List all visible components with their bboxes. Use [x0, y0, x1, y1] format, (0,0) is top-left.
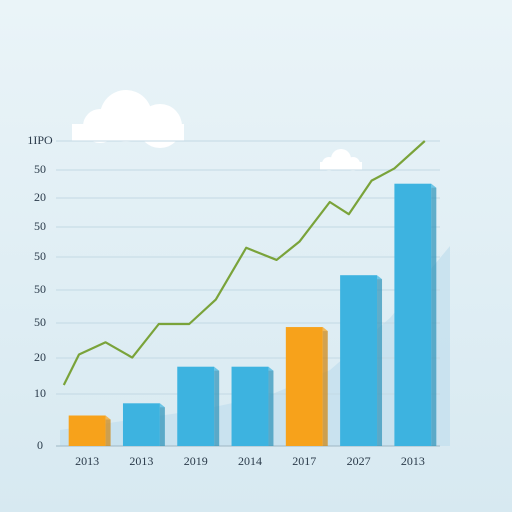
y-axis-label: 50 [34, 162, 46, 176]
bar-side [322, 327, 328, 446]
bar-shade [105, 419, 111, 446]
bar [68, 415, 106, 446]
x-tick-label: 2027 [347, 454, 371, 468]
bar-shade [159, 407, 165, 446]
bar [340, 275, 378, 446]
y-axis-label: 0 [37, 438, 43, 452]
x-tick-label: 2013 [129, 454, 153, 468]
bar-shade [322, 331, 328, 446]
x-tick-label: 2014 [238, 454, 262, 468]
y-axis-label: 50 [34, 219, 46, 233]
y-axis-label: 20 [34, 350, 46, 364]
bar-shade [214, 370, 220, 446]
bar-shade [268, 370, 274, 446]
y-axis-label: 20 [34, 190, 46, 204]
bar-side [268, 366, 274, 446]
x-tick-label: 2017 [292, 454, 316, 468]
bar-shade [431, 187, 437, 446]
bar-side [431, 183, 437, 446]
bar [394, 183, 432, 446]
bar-shade [377, 279, 383, 446]
y-axis-label: 50 [34, 249, 46, 263]
cloud [320, 149, 362, 171]
cloud [72, 90, 184, 148]
y-axis-label: 50 [34, 315, 46, 329]
trend-line [62, 140, 426, 386]
bar-side [105, 415, 111, 446]
bar [122, 403, 160, 446]
y-axis-label: 1IPO [27, 133, 53, 147]
bar-side [214, 366, 220, 446]
x-tick-label: 2013 [75, 454, 99, 468]
bar [285, 327, 323, 446]
y-axis-label: 10 [34, 386, 46, 400]
x-tick-label: 2013 [401, 454, 425, 468]
bar-side [377, 275, 383, 446]
bar [177, 366, 215, 446]
x-tick-label: 2019 [184, 454, 208, 468]
y-axis-label: 50 [34, 282, 46, 296]
bar [231, 366, 269, 446]
bar-side [159, 403, 165, 446]
